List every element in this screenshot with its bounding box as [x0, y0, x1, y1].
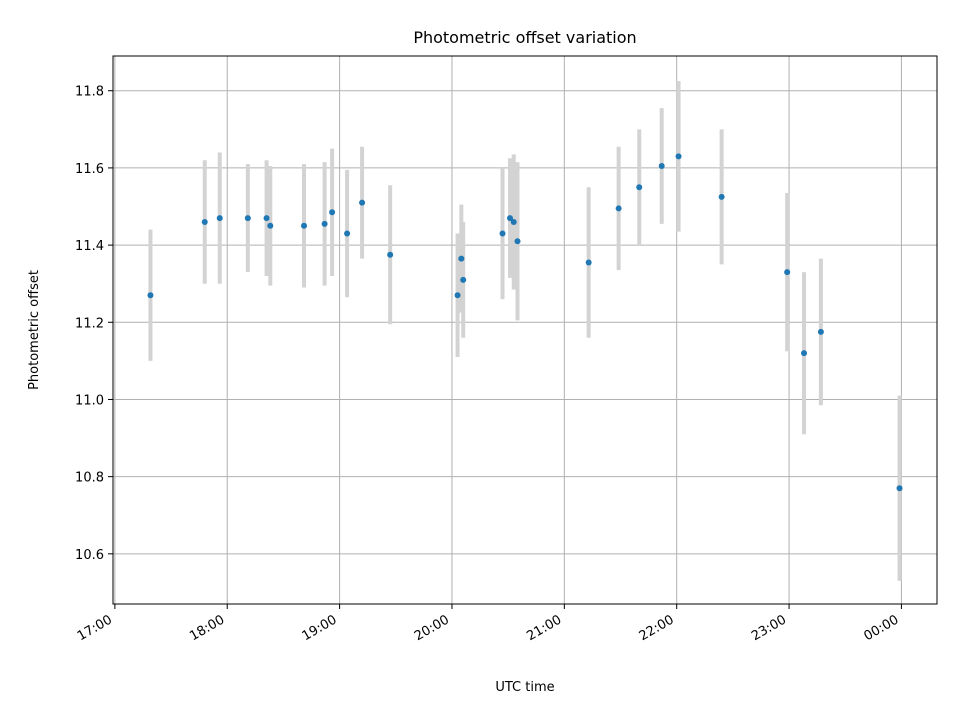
data-point: [329, 209, 336, 216]
data-point: [510, 218, 517, 225]
y-tick-label: 11.6: [75, 162, 104, 177]
data-point: [675, 153, 682, 160]
y-tick-label: 11.2: [75, 316, 104, 331]
error-bar-layer: [148, 81, 902, 581]
data-point: [636, 184, 643, 191]
data-point: [263, 215, 270, 222]
y-tick-label: 11.0: [75, 393, 104, 408]
data-point: [718, 193, 725, 200]
y-tick-label: 10.6: [75, 548, 104, 563]
y-tick-label: 11.8: [75, 85, 104, 100]
data-point: [267, 222, 274, 229]
plot-frame: [112, 55, 938, 605]
data-point: [499, 230, 506, 237]
data-point: [301, 222, 308, 229]
data-point: [585, 259, 592, 266]
y-tick-label: 10.8: [75, 471, 104, 486]
y-tick-label: 11.4: [75, 239, 104, 254]
data-point: [344, 230, 351, 237]
data-point: [615, 205, 622, 212]
x-tick-label: 20:00: [412, 612, 452, 644]
x-tick-label: 18:00: [187, 612, 227, 644]
data-point: [507, 215, 514, 222]
data-point: [801, 350, 808, 357]
y-axis-label: Photometric offset: [27, 270, 42, 390]
data-point-layer: [147, 153, 903, 492]
data-point: [896, 485, 903, 492]
x-tick-label: 22:00: [637, 612, 677, 644]
data-point: [201, 218, 208, 225]
data-point: [244, 215, 251, 222]
data-point: [658, 162, 665, 169]
x-tick-label: 23:00: [749, 612, 789, 644]
x-tick-label: 17:00: [75, 612, 115, 644]
x-tick-label: 21:00: [524, 612, 564, 644]
data-point: [387, 251, 394, 258]
data-point: [147, 292, 154, 299]
data-point: [359, 199, 366, 206]
x-axis-label: UTC time: [495, 680, 554, 695]
data-point: [216, 215, 223, 222]
data-point: [514, 238, 521, 245]
data-point: [460, 276, 467, 283]
x-tick-label: 00:00: [861, 612, 901, 644]
data-point: [454, 292, 461, 299]
chart-title: Photometric offset variation: [413, 28, 636, 47]
data-point: [784, 269, 791, 276]
data-point: [458, 255, 465, 262]
tick-layer: 17:00 18:00 19:00 20:00 21:00 22:00 23:00 00:00…: [75, 85, 902, 644]
grid-layer: [113, 56, 937, 604]
data-point: [817, 328, 824, 335]
data-point: [321, 220, 328, 227]
x-tick-label: 19:00: [300, 612, 340, 644]
